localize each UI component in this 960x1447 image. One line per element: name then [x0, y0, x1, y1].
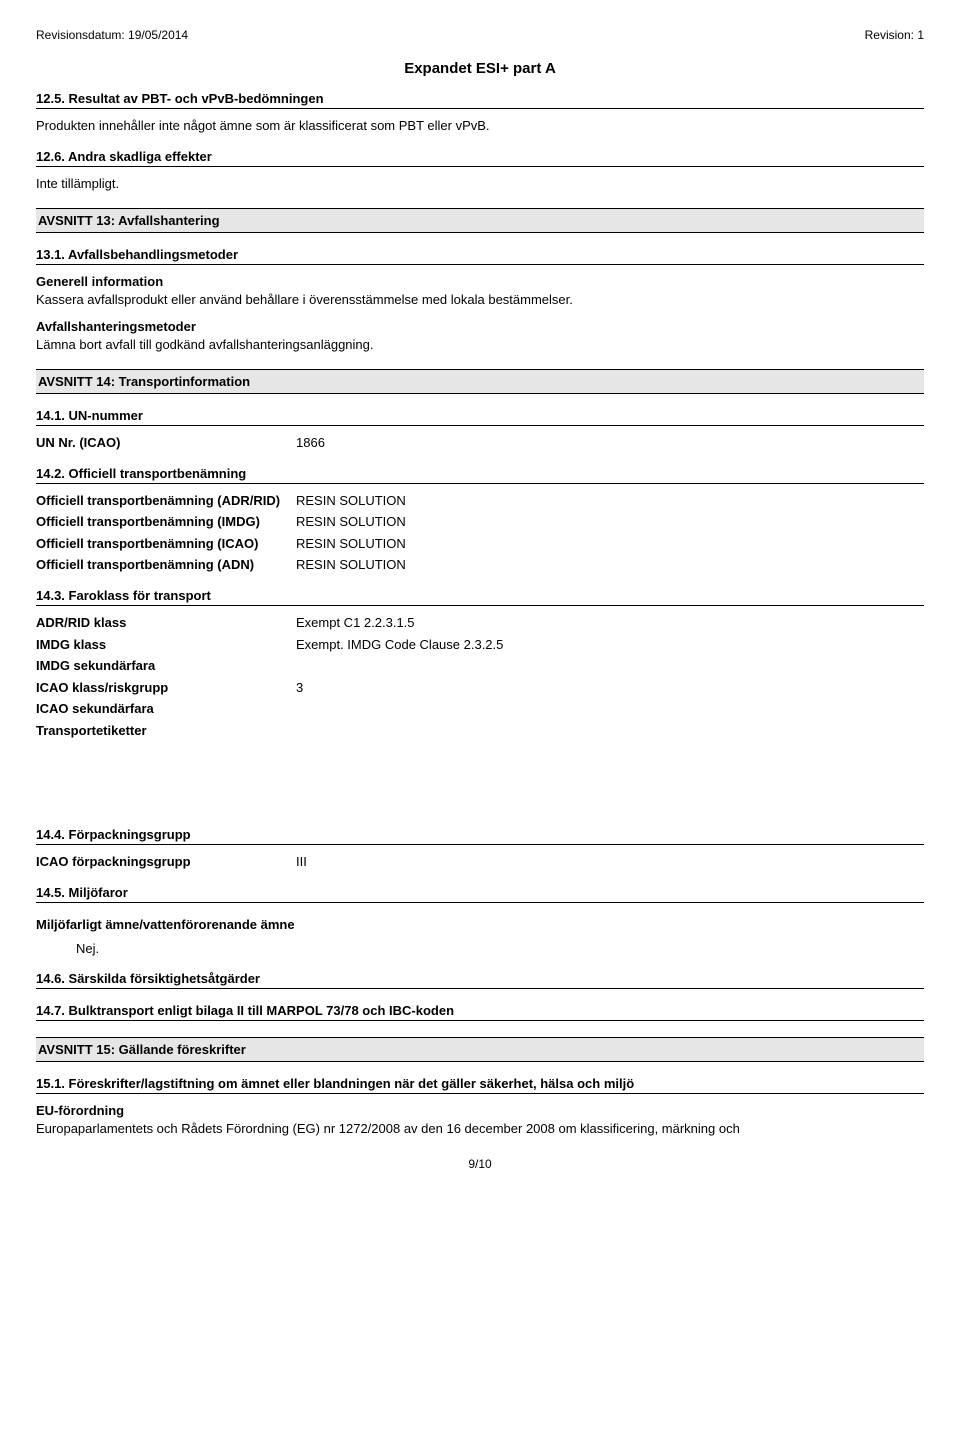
- hazard-class-value: [296, 700, 924, 718]
- un-number-label: UN Nr. (ICAO): [36, 434, 296, 452]
- heading-14-1: 14.1. UN-nummer: [36, 408, 924, 426]
- hazard-class-label: Transportetiketter: [36, 722, 296, 740]
- hazard-class-row: ICAO sekundärfara: [36, 700, 924, 718]
- general-info-text: Kassera avfallsprodukt eller använd behå…: [36, 292, 573, 307]
- heading-14-6: 14.6. Särskilda försiktighetsåtgärder: [36, 971, 924, 989]
- hazard-class-row: Transportetiketter: [36, 722, 924, 740]
- transport-name-value: RESIN SOLUTION: [296, 492, 924, 510]
- hazard-class-value: Exempt C1 2.2.3.1.5: [296, 614, 924, 632]
- un-number-value: 1866: [296, 434, 924, 452]
- section-15-heading: AVSNITT 15: Gällande föreskrifter: [36, 1037, 924, 1062]
- heading-14-5: 14.5. Miljöfaror: [36, 885, 924, 903]
- packing-group-row: ICAO förpackningsgrupp III: [36, 853, 924, 871]
- packing-group-value: III: [296, 853, 924, 871]
- document-title: Expandet ESI+ part A: [36, 60, 924, 77]
- hazard-class-row: ICAO klass/riskgrupp 3: [36, 679, 924, 697]
- transport-name-label: Officiell transportbenämning (IMDG): [36, 513, 296, 531]
- transport-name-label: Officiell transportbenämning (ADN): [36, 556, 296, 574]
- eu-regulation-block: EU-förordning Europaparlamentets och Råd…: [36, 1102, 924, 1137]
- un-number-row: UN Nr. (ICAO) 1866: [36, 434, 924, 452]
- hazard-class-row: IMDG sekundärfara: [36, 657, 924, 675]
- transport-name-label: Officiell transportbenämning (ICAO): [36, 535, 296, 553]
- heading-12-5: 12.5. Resultat av PBT- och vPvB-bedömnin…: [36, 91, 924, 109]
- hazard-class-row: IMDG klass Exempt. IMDG Code Clause 2.3.…: [36, 636, 924, 654]
- waste-methods-text: Lämna bort avfall till godkänd avfallsha…: [36, 337, 374, 352]
- hazard-class-label: IMDG klass: [36, 636, 296, 654]
- hazard-class-value: [296, 657, 924, 675]
- transport-name-value: RESIN SOLUTION: [296, 535, 924, 553]
- heading-13-1: 13.1. Avfallsbehandlingsmetoder: [36, 247, 924, 265]
- hazard-class-value: Exempt. IMDG Code Clause 2.3.2.5: [296, 636, 924, 654]
- hazard-class-label: IMDG sekundärfara: [36, 657, 296, 675]
- general-info-block: Generell information Kassera avfallsprod…: [36, 273, 924, 308]
- heading-14-4: 14.4. Förpackningsgrupp: [36, 827, 924, 845]
- text-12-5: Produkten innehåller inte något ämne som…: [36, 117, 924, 135]
- page-header: Revisionsdatum: 19/05/2014 Revision: 1: [36, 28, 924, 42]
- transport-name-row: Officiell transportbenämning (IMDG) RESI…: [36, 513, 924, 531]
- transport-name-value: RESIN SOLUTION: [296, 556, 924, 574]
- hazard-class-row: ADR/RID klass Exempt C1 2.2.3.1.5: [36, 614, 924, 632]
- section-14-heading: AVSNITT 14: Transportinformation: [36, 369, 924, 394]
- transport-name-row: Officiell transportbenämning (ICAO) RESI…: [36, 535, 924, 553]
- page-number: 9/10: [36, 1157, 924, 1171]
- hazard-class-value: 3: [296, 679, 924, 697]
- eu-regulation-text: Europaparlamentets och Rådets Förordning…: [36, 1121, 740, 1136]
- eu-regulation-label: EU-förordning: [36, 1103, 124, 1118]
- waste-methods-block: Avfallshanteringsmetoder Lämna bort avfa…: [36, 318, 924, 353]
- hazard-class-label: ADR/RID klass: [36, 614, 296, 632]
- transport-name-label: Officiell transportbenämning (ADR/RID): [36, 492, 296, 510]
- transport-name-row: Officiell transportbenämning (ADR/RID) R…: [36, 492, 924, 510]
- heading-14-2: 14.2. Officiell transportbenämning: [36, 466, 924, 484]
- section-13-heading: AVSNITT 13: Avfallshantering: [36, 208, 924, 233]
- hazard-class-label: ICAO sekundärfara: [36, 700, 296, 718]
- hazard-class-label: ICAO klass/riskgrupp: [36, 679, 296, 697]
- env-hazard-value: Nej.: [76, 940, 924, 958]
- revision-date: Revisionsdatum: 19/05/2014: [36, 28, 188, 42]
- waste-methods-label: Avfallshanteringsmetoder: [36, 319, 196, 334]
- text-12-6: Inte tillämpligt.: [36, 175, 924, 193]
- transport-name-row: Officiell transportbenämning (ADN) RESIN…: [36, 556, 924, 574]
- heading-14-3: 14.3. Faroklass för transport: [36, 588, 924, 606]
- transport-name-value: RESIN SOLUTION: [296, 513, 924, 531]
- hazard-class-value: [296, 722, 924, 740]
- transport-labels-gap: [36, 743, 924, 813]
- packing-group-label: ICAO förpackningsgrupp: [36, 853, 296, 871]
- heading-12-6: 12.6. Andra skadliga effekter: [36, 149, 924, 167]
- revision-number: Revision: 1: [865, 28, 924, 42]
- heading-14-7: 14.7. Bulktransport enligt bilaga II til…: [36, 1003, 924, 1021]
- env-hazard-sub: Miljöfarligt ämne/vattenförorenande ämne: [36, 917, 924, 932]
- heading-15-1: 15.1. Föreskrifter/lagstiftning om ämnet…: [36, 1076, 924, 1094]
- general-info-label: Generell information: [36, 274, 163, 289]
